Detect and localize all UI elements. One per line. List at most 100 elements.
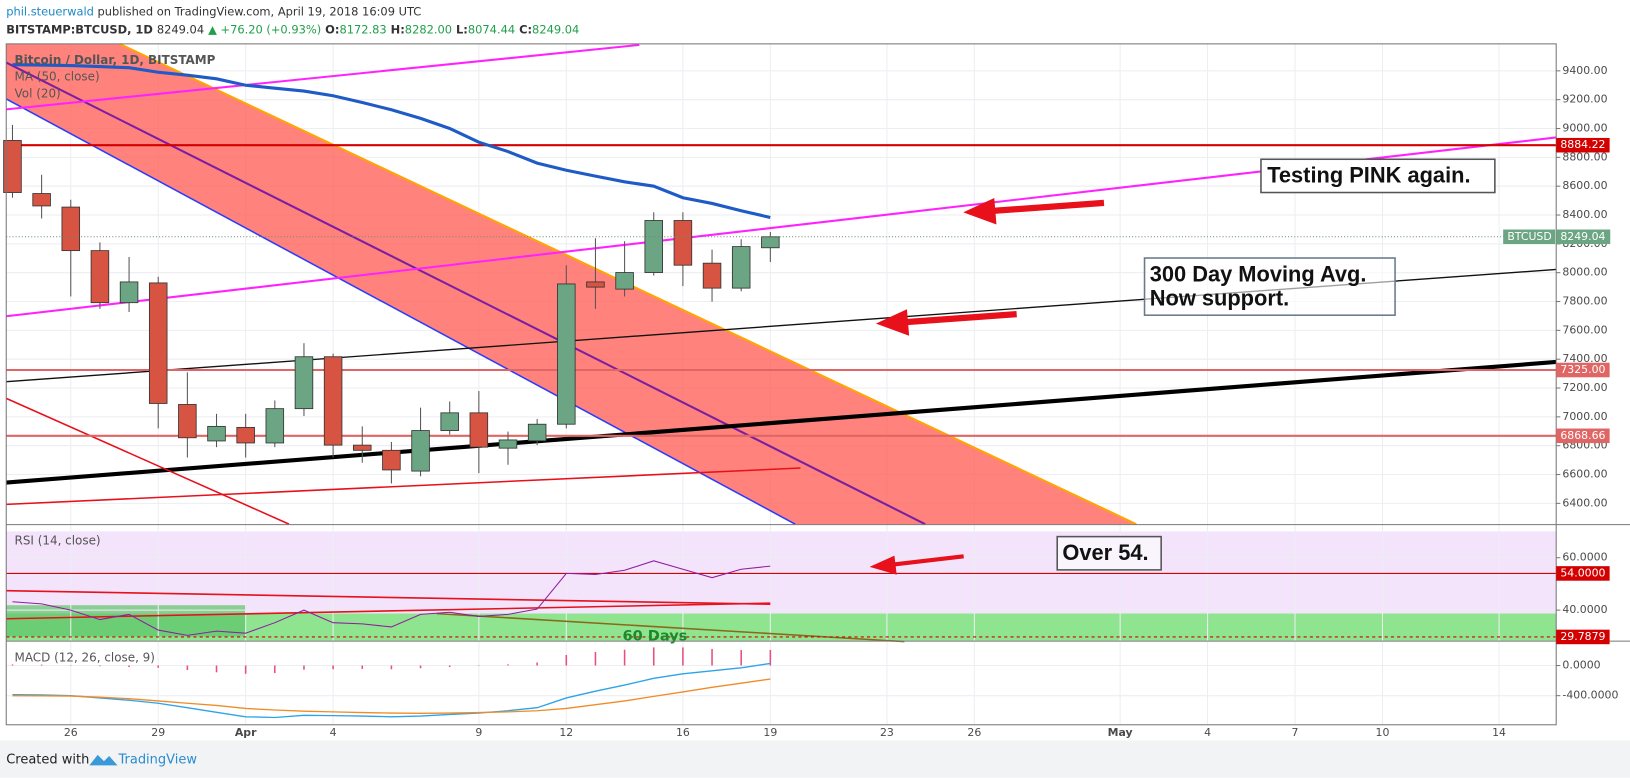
channel-bottom [5, 98, 796, 525]
candle-body [557, 283, 576, 425]
c-val: 8249.04 [532, 22, 579, 36]
rsi-brown-line [436, 612, 905, 643]
candle-body [207, 425, 226, 442]
candle-body [586, 281, 605, 288]
user[interactable]: phil.steuerwald [6, 4, 94, 18]
candle-body [3, 140, 22, 193]
candle-body [382, 449, 401, 471]
x-tick-label: 29 [151, 726, 165, 739]
candle-body [673, 220, 693, 266]
arrows [869, 197, 1105, 575]
rsi-red-line [6, 589, 771, 605]
pink-line [6, 43, 640, 111]
rsi-line [12, 560, 771, 636]
candle-body [702, 262, 722, 289]
candle-body [236, 426, 255, 444]
candle-body [498, 439, 518, 449]
l-val: 8074.44 [468, 22, 515, 36]
price-line-tag [1556, 362, 1610, 378]
price-line-tag [1556, 137, 1610, 153]
x-tick-label: 10 [1376, 726, 1390, 739]
red-line [5, 397, 290, 525]
candle-body [323, 356, 343, 446]
price-line-label: 8884.22 [1560, 138, 1605, 151]
h-key: H: [391, 22, 405, 36]
y-tick-label: -400.0000 [1562, 689, 1618, 702]
candle-body [527, 423, 547, 442]
rsi-title: RSI (14, close) [15, 533, 101, 547]
annotation-box [1143, 257, 1396, 316]
rsi-red-line [6, 602, 771, 620]
candle-body [61, 206, 81, 252]
annotation-box [1260, 158, 1496, 194]
candle-body [731, 246, 751, 289]
x-tick-label: 7 [1292, 726, 1299, 739]
x-tick-label: 16 [676, 726, 690, 739]
candle-body [761, 236, 780, 249]
y-tick-label: 8800.00 [1562, 150, 1607, 163]
level-tag [1556, 629, 1610, 645]
y-tick-label: 6600.00 [1562, 468, 1607, 481]
y-tick-label: 60.0000 [1562, 551, 1607, 564]
symbol: BITSTAMP:BTCUSD, 1D [6, 22, 153, 36]
price-line-label: 6868.66 [1560, 429, 1605, 442]
x-tick-label: 26 [64, 726, 78, 739]
candle-body [32, 193, 51, 207]
candle-body [265, 408, 285, 444]
candle-body [615, 272, 634, 290]
footer-brand[interactable]: TradingView [118, 753, 198, 768]
footer-created: Created with [6, 753, 89, 768]
l-key: L: [456, 22, 468, 36]
ma-line [12, 63, 771, 219]
arrow [891, 554, 964, 567]
x-tick-label: 14 [1492, 726, 1506, 739]
frame-box [5, 43, 1557, 726]
annotation: 300 Day Moving Avg. [1150, 261, 1367, 286]
y-tick-label: 7800.00 [1562, 295, 1607, 308]
black-thick-line [6, 359, 1557, 485]
candle-body [178, 404, 197, 439]
y-tick-label: 9000.00 [1562, 122, 1607, 135]
header-line2: BITSTAMP:BTCUSD, 1D 8249.04 ▲ +76.20 (+0… [6, 22, 579, 36]
c-key: C: [519, 22, 532, 36]
rsi-green-zone [6, 613, 1557, 641]
last-price-label: 8249.04 [1560, 230, 1605, 243]
published: published on TradingView.com, April 19, … [98, 4, 422, 18]
channel-mid [5, 61, 926, 526]
logo [89, 754, 118, 766]
candle-body [119, 281, 139, 304]
candle-body [644, 220, 663, 273]
y-tick-label: 0.0000 [1562, 659, 1600, 672]
x-tick-label: 26 [967, 726, 981, 739]
y-tick-label: 6400.00 [1562, 496, 1607, 509]
x-tick-label: 12 [559, 726, 573, 739]
last-price-tag [1556, 229, 1611, 245]
annotation: Testing PINK again. [1267, 163, 1470, 188]
change: ▲ +76.20 (+0.93%) [208, 22, 321, 36]
x-tick-label: Apr [235, 726, 257, 739]
red-line [6, 467, 801, 506]
y-tick-label: 9400.00 [1562, 64, 1607, 77]
y-tick-label: 8600.00 [1562, 179, 1607, 192]
level-label: 29.7879 [1560, 630, 1605, 643]
o-key: O: [325, 22, 339, 36]
x-tick-label: 4 [330, 726, 337, 739]
annotation: Now support. [1150, 285, 1289, 310]
y-tick-label: 7000.00 [1562, 410, 1607, 423]
price-line-tag [1556, 428, 1610, 444]
annotation: Over 54. [1062, 540, 1148, 565]
plot [3, 63, 1557, 719]
last: 8249.04 [157, 22, 204, 36]
annotation: 60 Days [622, 627, 687, 644]
signal-line [12, 678, 771, 715]
candle-body [353, 444, 372, 451]
legend-item: MA (50, close) [15, 70, 100, 84]
y-tick-label: 9200.00 [1562, 93, 1607, 106]
arrow-head [876, 309, 910, 336]
last-price-symbol: BTCUSD [1507, 230, 1551, 243]
arrow-head [963, 197, 997, 225]
y-tick-label: 7200.00 [1562, 381, 1607, 394]
legend-item: Vol (20) [15, 86, 61, 100]
